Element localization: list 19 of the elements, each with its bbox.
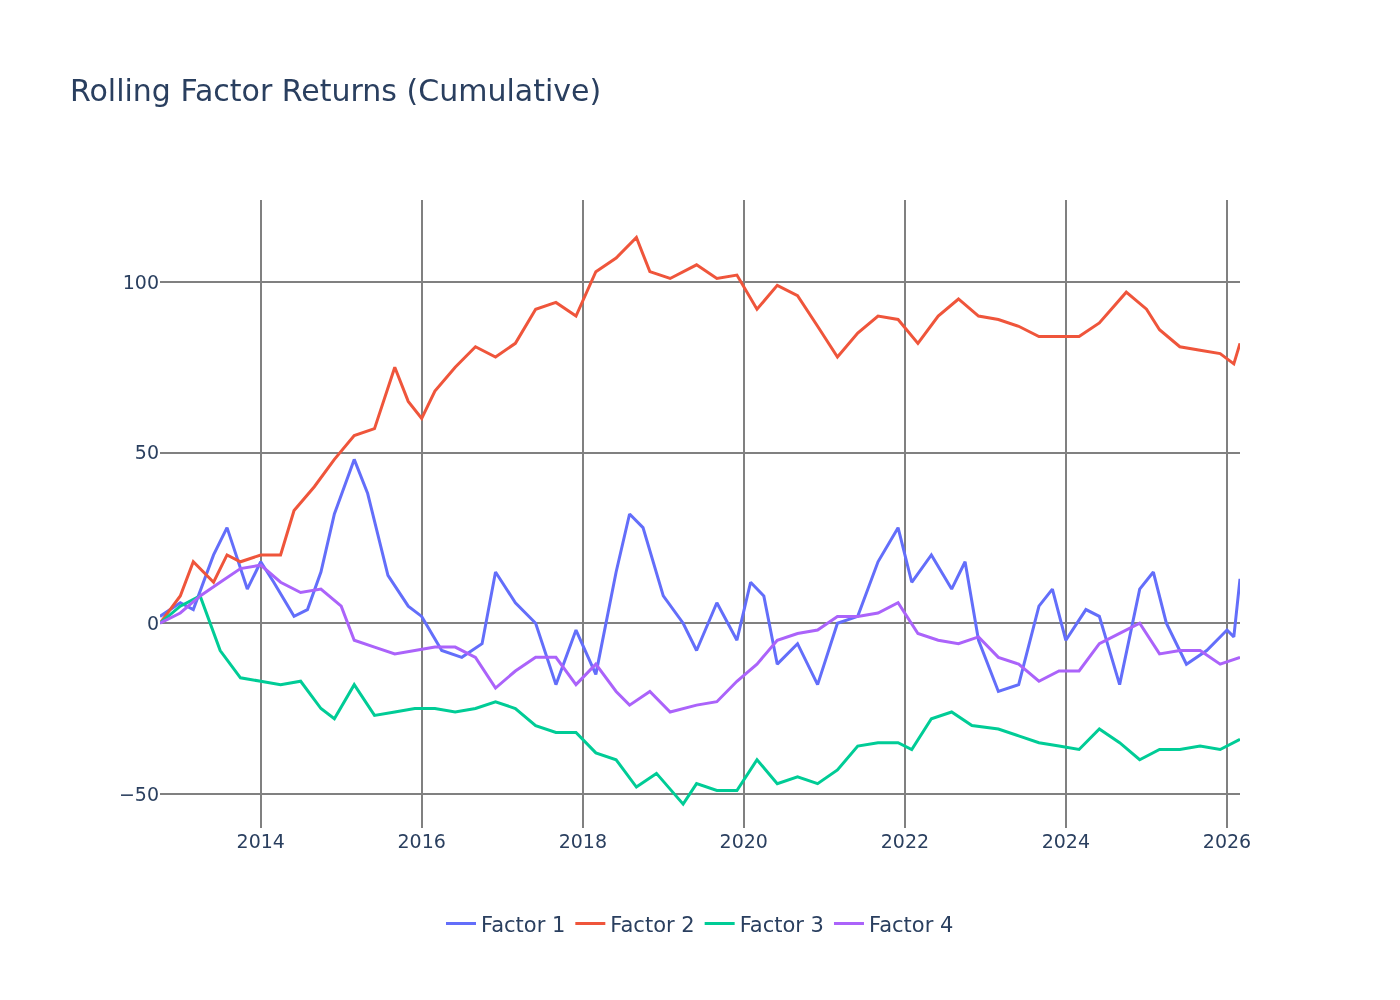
y-tick-label: 50 <box>134 441 159 464</box>
legend-label: Factor 4 <box>868 912 954 937</box>
x-tick-label: 2018 <box>558 830 608 852</box>
x-tick-label: 2026 <box>1202 830 1252 852</box>
legend-label: Factor 1 <box>481 912 566 937</box>
line-series <box>160 594 1240 806</box>
x-tick-label: 2022 <box>880 830 930 852</box>
chart-title: Rolling Factor Returns (Cumulative) <box>70 72 602 108</box>
x-tick-label: 2020 <box>719 830 768 852</box>
y-tick-label: 0 <box>146 611 159 634</box>
x-tick-label: 2014 <box>236 830 285 852</box>
x-tick-label: 2024 <box>1041 830 1091 852</box>
line-series <box>160 457 1240 693</box>
y-tick-label: 100 <box>122 270 159 293</box>
x-tick-label: 2016 <box>397 830 446 852</box>
y-tick-label: −50 <box>118 782 159 805</box>
legend-label: Factor 3 <box>739 912 824 937</box>
line-series <box>160 563 1240 714</box>
legend-label: Factor 2 <box>610 912 695 937</box>
